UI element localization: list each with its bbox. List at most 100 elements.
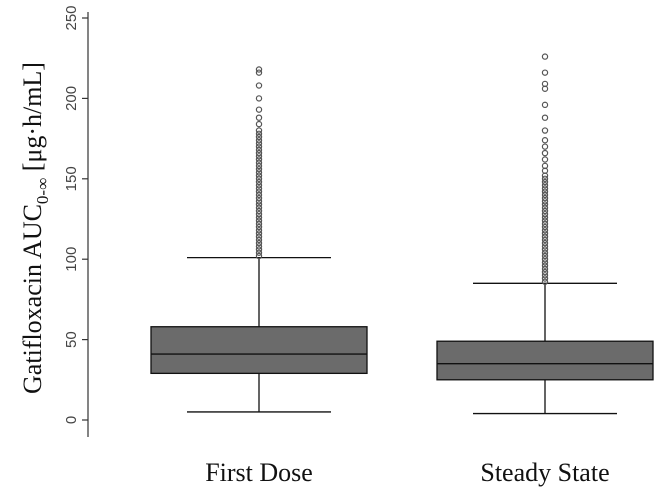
outlier-point — [255, 214, 263, 221]
outlier-point — [541, 256, 549, 263]
x-axis-labels: First Dose Steady State — [205, 458, 609, 487]
outlier-point — [255, 162, 263, 170]
outlier-point — [541, 275, 549, 282]
outlier-point — [541, 239, 549, 247]
box-group — [150, 66, 368, 413]
outlier-point — [541, 175, 549, 182]
outlier-point — [255, 114, 263, 121]
outlier-point — [255, 156, 263, 163]
outlier-point — [255, 153, 263, 160]
outlier-point — [255, 220, 263, 228]
outlier-point — [541, 210, 549, 218]
outlier-point — [541, 162, 549, 170]
outlier-point — [255, 172, 263, 179]
outlier-point — [255, 185, 263, 192]
outlier-point — [255, 201, 263, 208]
outlier-point — [255, 223, 263, 231]
outlier-point — [255, 69, 263, 76]
outlier-point — [255, 239, 263, 247]
outlier-point — [541, 156, 549, 163]
box-group — [436, 53, 654, 415]
outlier-point — [541, 188, 549, 195]
outlier-point — [541, 178, 549, 186]
outlier-point — [541, 182, 549, 189]
outlier-point — [255, 159, 263, 166]
y-axis-title: Gatifloxacin AUC0-∞ [μg·h/mL] — [18, 62, 52, 394]
outlier-point — [255, 252, 263, 260]
outlier-point — [255, 106, 263, 113]
outlier-point — [255, 191, 263, 199]
outlier-point — [541, 80, 549, 88]
outlier-point — [541, 214, 549, 221]
outlier-point — [255, 66, 263, 73]
outlier-point — [255, 210, 263, 218]
outlier-point — [255, 227, 263, 234]
y-tick-label: 150 — [63, 166, 80, 191]
outlier-point — [541, 114, 549, 121]
outlier-point — [541, 191, 549, 199]
outlier-point — [541, 149, 549, 157]
outlier-point — [541, 185, 549, 192]
outlier-point — [541, 259, 549, 266]
outlier-point — [255, 194, 263, 202]
outlier-point — [541, 265, 549, 273]
y-axis-title-main: Gatifloxacin AUC — [18, 204, 47, 394]
outlier-point — [255, 230, 263, 237]
outlier-point — [255, 249, 263, 256]
outlier-point — [255, 165, 263, 173]
outlier-point — [255, 140, 263, 147]
outlier-point — [255, 217, 263, 224]
outlier-point — [255, 169, 263, 176]
outlier-point — [541, 227, 549, 234]
outlier-point — [541, 201, 549, 208]
outlier-point — [541, 243, 549, 250]
outlier-point — [255, 133, 263, 141]
y-axis-title-unit: [μg·h/mL] — [18, 62, 47, 178]
outlier-point — [541, 272, 549, 279]
outlier-point — [255, 198, 263, 205]
outlier-point — [541, 207, 549, 215]
outlier-point — [255, 143, 263, 150]
outlier-point — [541, 220, 549, 228]
outlier-point — [255, 233, 263, 240]
outlier-point — [255, 207, 263, 215]
outlier-point — [255, 204, 263, 211]
outlier-point — [255, 246, 263, 253]
outlier-point — [255, 82, 263, 89]
y-ticks: 0 50 100 150 200 250 — [63, 5, 88, 424]
outlier-point — [541, 137, 549, 144]
outlier-point — [541, 198, 549, 205]
y-tick-label: 250 — [63, 5, 80, 30]
outlier-point — [541, 278, 549, 285]
outlier-point — [541, 230, 549, 237]
outlier-point — [255, 175, 263, 182]
outlier-point — [541, 262, 549, 269]
outlier-point — [541, 194, 549, 202]
outlier-point — [541, 236, 549, 244]
outlier-point — [255, 127, 263, 134]
outlier-point — [255, 182, 263, 189]
outlier-point — [255, 178, 263, 186]
outlier-point — [255, 146, 263, 154]
y-axis: 0 50 100 150 200 250 — [63, 5, 89, 437]
outlier-point — [541, 101, 549, 109]
iqr-box — [150, 326, 368, 375]
outlier-point — [541, 252, 549, 260]
outlier-point — [255, 120, 263, 128]
y-tick-label: 200 — [63, 86, 80, 111]
x-category-label: First Dose — [205, 458, 313, 487]
outlier-point — [541, 233, 549, 240]
outlier-point — [541, 127, 549, 134]
outlier-point — [255, 137, 263, 144]
outlier-point — [541, 268, 549, 276]
outlier-point — [255, 95, 263, 102]
y-axis-title-subscript: 0-∞ — [33, 178, 52, 204]
y-tick-label: 0 — [63, 416, 80, 424]
outlier-point — [255, 149, 263, 157]
y-tick-label: 100 — [63, 247, 80, 272]
outlier-point — [541, 143, 549, 150]
outlier-point — [255, 188, 263, 195]
boxes — [150, 53, 654, 415]
outlier-point — [255, 243, 263, 250]
